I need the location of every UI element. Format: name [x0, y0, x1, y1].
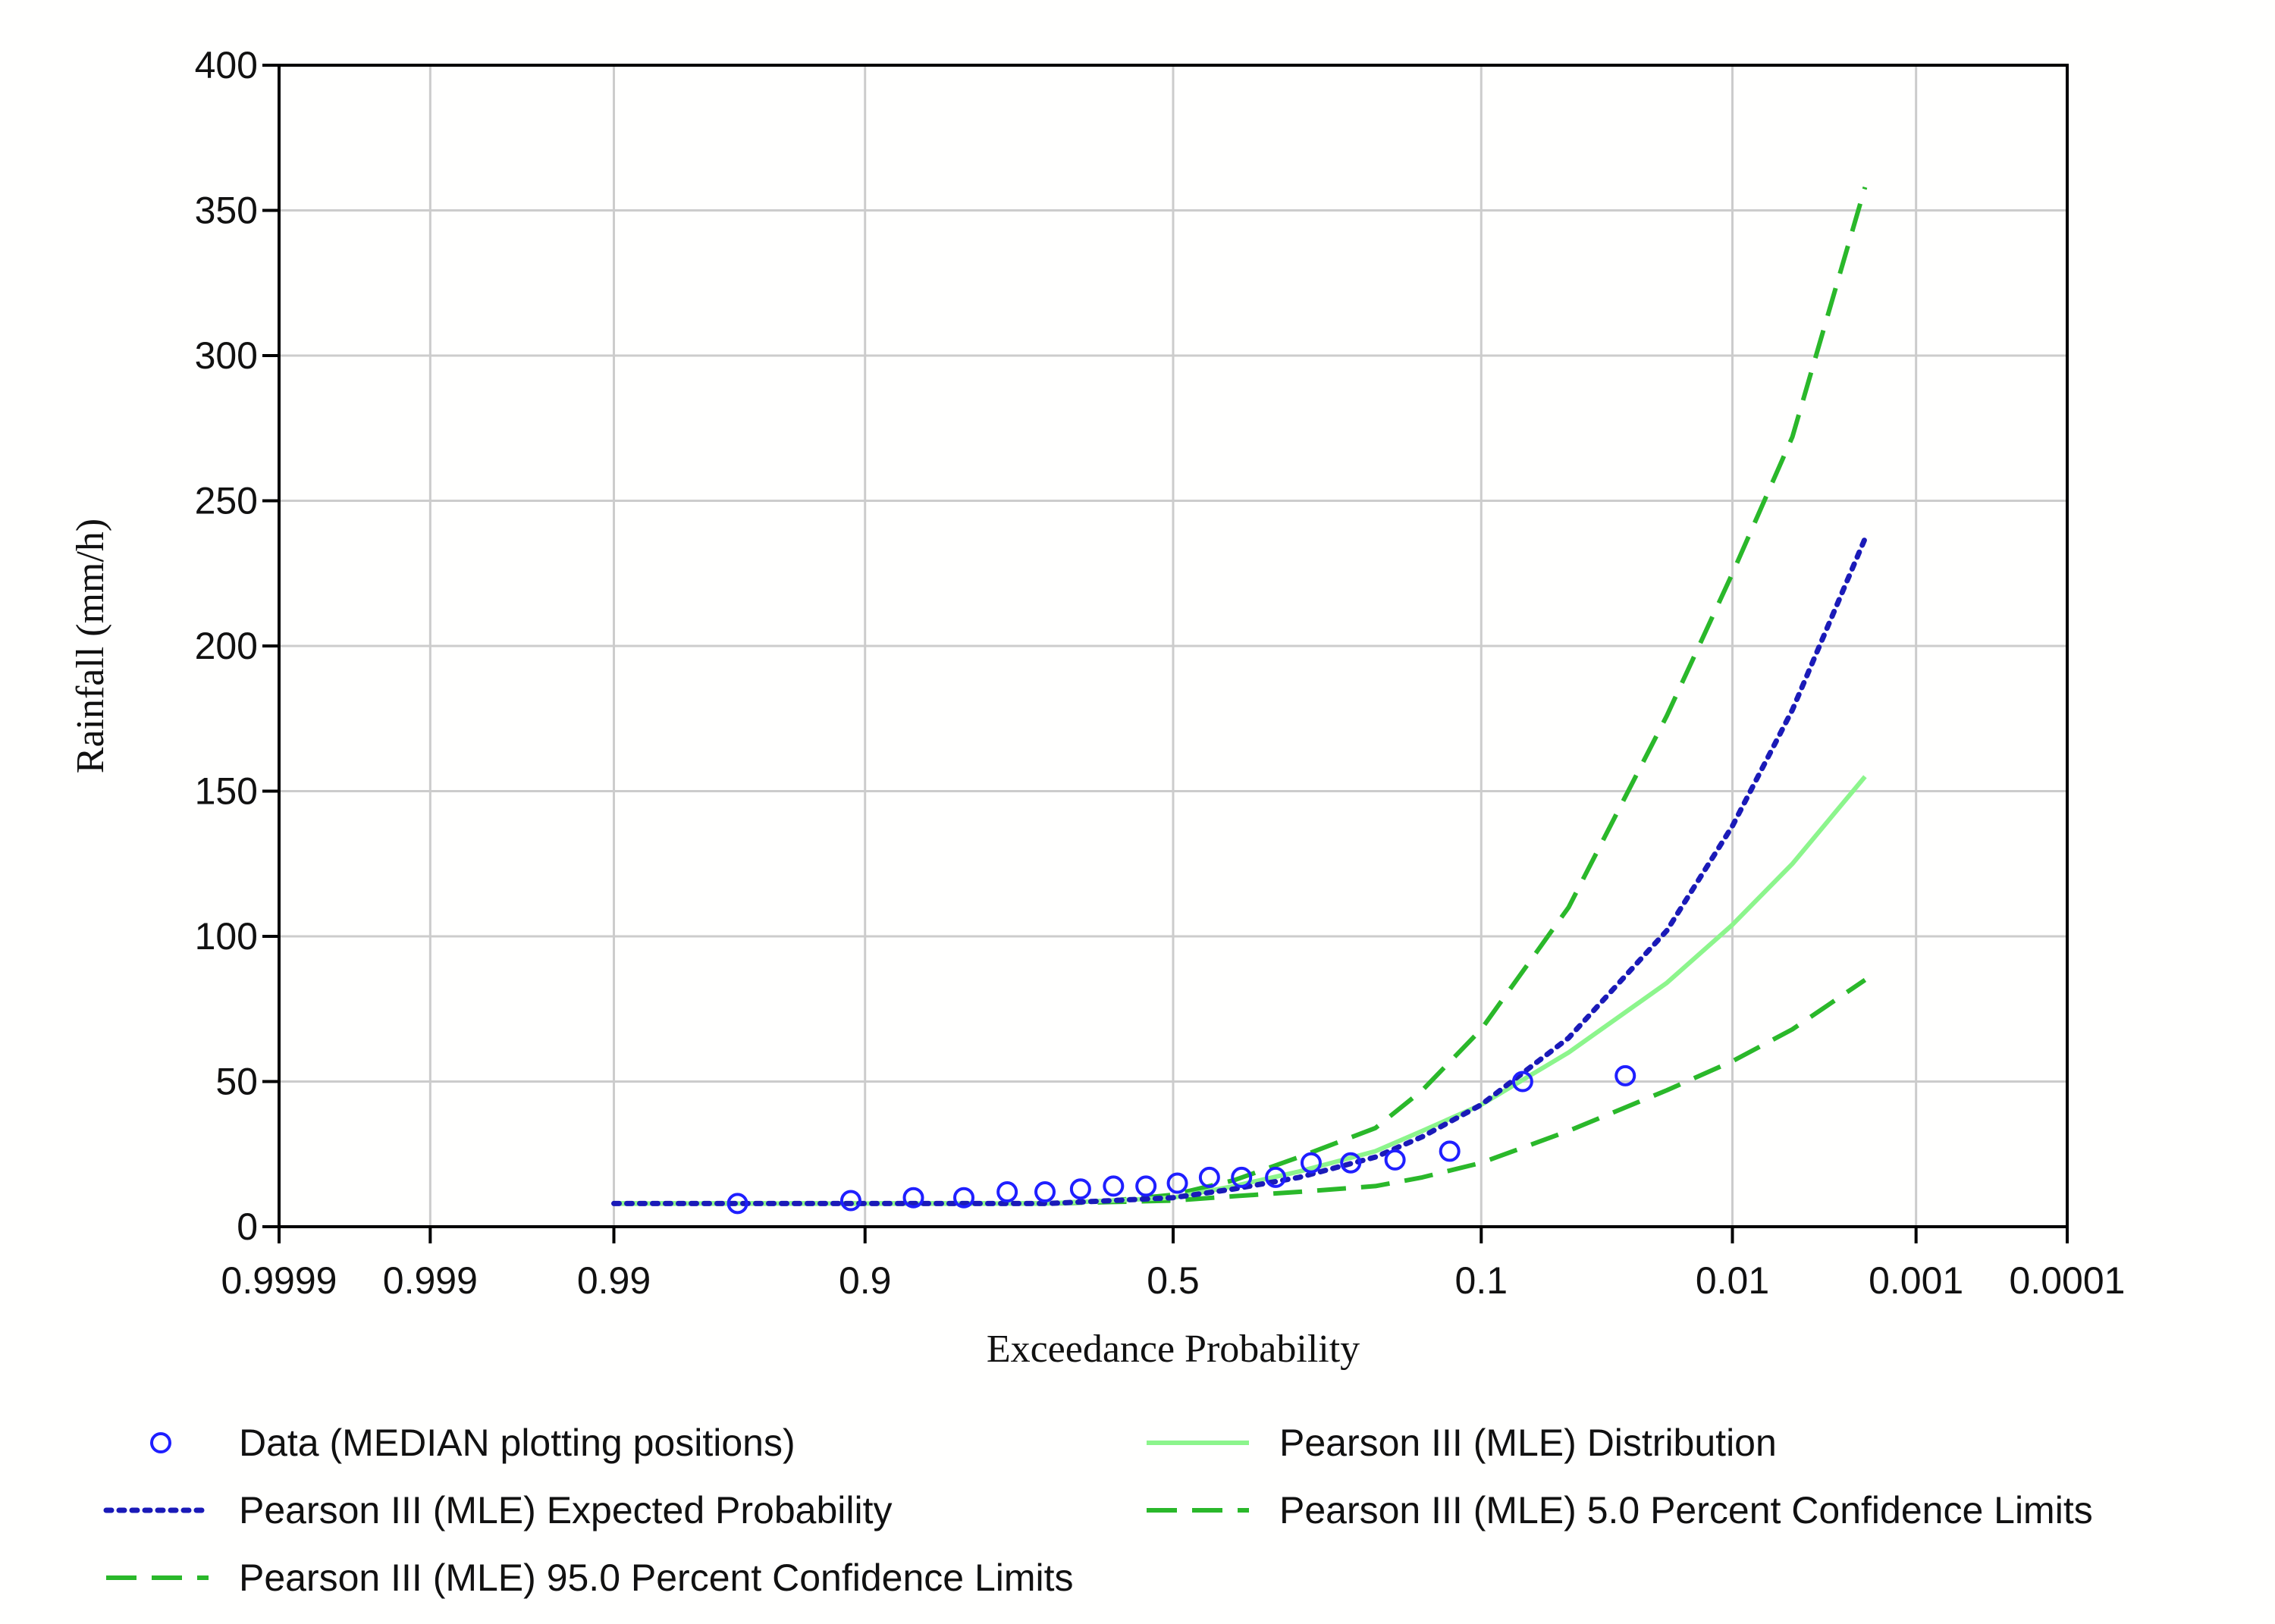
series-line-pearson-iii-mle-distribution [613, 775, 1867, 1206]
y-tick-label: 350 [195, 190, 258, 232]
y-tick-label: 250 [195, 480, 258, 522]
data-point [1034, 1181, 1056, 1203]
data-point [1166, 1172, 1188, 1194]
x-tick-label: 0.1 [1455, 1259, 1508, 1302]
x-tick-label: 0.9 [839, 1259, 892, 1302]
x-tick-label: 0.0001 [2010, 1259, 2126, 1302]
data-point [1614, 1064, 1636, 1086]
x-tick-label: 0.5 [1147, 1259, 1200, 1302]
legend-marker [150, 1432, 171, 1453]
legend-item-pearson-iii-mle-expected-probability: Pearson III (MLE) Expected Probability [103, 1489, 893, 1532]
series-line-pearson-iii-mle-expected-probability [611, 535, 1868, 1206]
data-point [1439, 1140, 1461, 1162]
data-point [953, 1187, 975, 1209]
data-point [1198, 1166, 1220, 1188]
legend-label: Pearson III (MLE) Expected Probability [239, 1489, 893, 1532]
data-point [839, 1190, 861, 1212]
series-line-pearson-iii-mle-5-0-percent-confidence-limits [613, 978, 1867, 1206]
data-point [996, 1181, 1018, 1203]
series-layer [611, 187, 1868, 1215]
legend-item-pearson-iii-mle-5-0-percent-confidence-limits: Pearson III (MLE) 5.0 Percent Confidence… [1147, 1489, 2093, 1532]
x-tick-label: 0.99 [577, 1259, 651, 1302]
data-point [902, 1187, 924, 1209]
y-tick-label: 400 [195, 44, 258, 86]
series-line-pearson-iii-mle-95-0-percent-confidence-limits [613, 187, 1868, 1206]
x-tick-label: 0.999 [383, 1259, 478, 1302]
x-tick-label: 0.001 [1869, 1259, 1963, 1302]
legend-label: Data (MEDIAN plotting positions) [239, 1422, 795, 1464]
y-tick-label: 200 [195, 625, 258, 667]
legend-label: Pearson III (MLE) 95.0 Percent Confidenc… [239, 1557, 1074, 1599]
y-tick-label: 50 [215, 1061, 258, 1103]
x-tick-label: 0.9999 [221, 1259, 337, 1302]
data-point [1069, 1178, 1091, 1200]
grid-layer [279, 65, 2067, 1227]
legend-item-pearson-iii-mle-95-0-percent-confidence-limits: Pearson III (MLE) 95.0 Percent Confidenc… [106, 1557, 1074, 1599]
y-tick-label: 150 [195, 770, 258, 813]
data-point [1265, 1166, 1287, 1188]
legend-item-data-median-plotting-positions: Data (MEDIAN plotting positions) [150, 1422, 795, 1464]
data-point [1340, 1152, 1362, 1174]
legend: Data (MEDIAN plotting positions) Pearson … [103, 1422, 2093, 1599]
legend-label: Pearson III (MLE) 5.0 Percent Confidence… [1279, 1489, 2093, 1532]
y-tick-label: 300 [195, 334, 258, 377]
axes-layer: 0 50 100 150 200 250 300 350 400 0.9999 0.999 0.99 0… [195, 44, 2126, 1302]
legend-item-pearson-iii-mle-distribution: Pearson III (MLE) Distribution [1147, 1422, 1777, 1464]
y-axis-title: Rainfall (mm/h) [69, 519, 112, 773]
x-tick-label: 0.01 [1696, 1259, 1769, 1302]
data-point [726, 1193, 748, 1215]
data-point [1511, 1071, 1533, 1093]
y-tick-label: 0 [237, 1205, 258, 1248]
data-point [1384, 1149, 1406, 1171]
data-point [1300, 1152, 1322, 1174]
data-point [1103, 1175, 1125, 1197]
data-point [1135, 1175, 1157, 1197]
x-axis-title: Exceedance Probability [987, 1328, 1360, 1371]
legend-label: Pearson III (MLE) Distribution [1279, 1422, 1777, 1464]
data-point [1231, 1166, 1253, 1188]
y-tick-label: 100 [195, 915, 258, 958]
